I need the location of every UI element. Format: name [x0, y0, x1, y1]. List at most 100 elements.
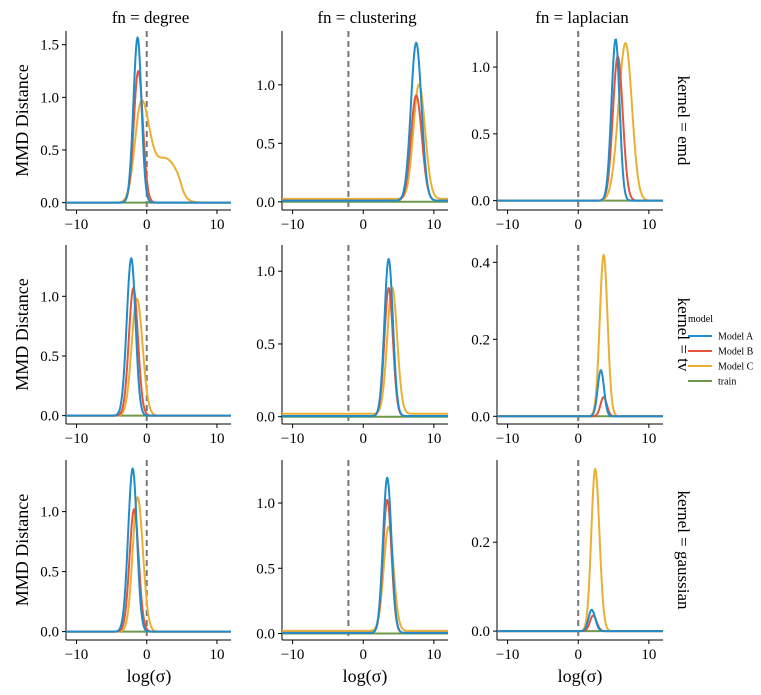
series-line-model-b: [281, 287, 449, 417]
x-tick-label: −10: [496, 431, 519, 447]
x-tick-label: −10: [496, 217, 519, 233]
y-axis-label: MMD Distance: [12, 64, 32, 176]
series-line-model-c: [496, 467, 664, 633]
facet-panel: 0.0 0.5 1.0 −10 0 10: [256, 460, 449, 663]
legend-title: model: [688, 314, 713, 325]
series-line-model-c: [496, 253, 664, 418]
series-line-model-c: [65, 297, 232, 417]
x-tick-label: 10: [641, 431, 656, 447]
x-tick-label: 10: [641, 217, 656, 233]
x-tick-label: 0: [143, 647, 151, 663]
y-tick-label: 0.5: [256, 561, 275, 577]
facet-panel: 0.0 0.5 1.0 −10 0 10: [256, 31, 449, 233]
y-tick-label: 1.0: [256, 496, 275, 512]
legend-entry-label: train: [718, 377, 736, 388]
series-line-model-b: [496, 396, 664, 418]
y-tick-label: 0.0: [256, 410, 275, 426]
x-tick-label: −10: [281, 647, 304, 663]
series-line-model-a: [281, 257, 449, 417]
x-tick-label: −10: [281, 431, 304, 447]
x-tick-label: 10: [209, 217, 224, 233]
row-strip-label: kernel = gaussian: [674, 490, 693, 610]
y-tick-label: 0.5: [40, 565, 59, 581]
row-strip-label: kernel = emd: [674, 76, 693, 166]
x-tick-label: 0: [359, 217, 367, 233]
y-tick-label: 1.5: [40, 38, 59, 54]
series-line-model-a: [65, 467, 232, 633]
y-tick-label: 0.4: [471, 255, 490, 271]
series-line-model-c: [496, 42, 664, 202]
facet-panel: 0.0 0.2 0.4 −10 0 10: [471, 245, 664, 447]
x-tick-label: 0: [359, 431, 367, 447]
x-tick-label: 10: [209, 431, 224, 447]
x-tick-label: −10: [281, 217, 304, 233]
facet-panel: 0.0 0.5 1.0 1.5 −10 0 10: [40, 31, 232, 233]
series-line-model-b: [496, 614, 664, 633]
col-strip-label: fn = laplacian: [535, 8, 629, 27]
x-axis-label: log(σ): [127, 666, 172, 687]
x-tick-label: 0: [574, 647, 582, 663]
y-tick-label: 0.2: [471, 535, 490, 551]
x-tick-label: −10: [65, 217, 88, 233]
x-tick-label: −10: [65, 431, 88, 447]
x-tick-label: −10: [65, 647, 88, 663]
y-tick-label: 1.0: [256, 78, 275, 94]
x-tick-label: 0: [359, 647, 367, 663]
x-tick-label: 0: [574, 217, 582, 233]
y-tick-label: 0.5: [256, 337, 275, 353]
series-line-model-a: [496, 608, 664, 633]
y-tick-label: 0.0: [471, 624, 490, 640]
y-tick-label: 0.2: [471, 332, 490, 348]
x-tick-label: 10: [426, 431, 441, 447]
x-tick-label: −10: [496, 647, 519, 663]
x-tick-label: 0: [143, 217, 151, 233]
facet-strips: fn = degree fn = clustering fn = laplacian…: [12, 8, 693, 610]
series-line-model-a: [496, 38, 664, 202]
legend: model Model A Model B Model C train: [688, 314, 754, 388]
y-axis-label: MMD Distance: [12, 278, 32, 390]
facet-panel: 0.0 0.2 −10 0 10: [471, 460, 664, 663]
series-line-model-c: [65, 496, 232, 633]
series-line-model-a: [496, 369, 664, 418]
series-line-model-b: [281, 498, 449, 634]
x-axis-label: log(σ): [558, 666, 603, 687]
y-tick-label: 1.0: [40, 90, 59, 106]
x-axis-label: log(σ): [343, 666, 388, 687]
y-tick-label: 0.5: [471, 127, 490, 143]
series-line-model-b: [65, 70, 232, 204]
series-line-model-a: [65, 36, 232, 204]
y-tick-label: 0.0: [40, 196, 59, 212]
y-axis-label: MMD Distance: [12, 494, 32, 606]
y-tick-label: 1.0: [40, 289, 59, 305]
col-strip-label: fn = degree: [112, 8, 190, 27]
x-tick-label: 10: [426, 647, 441, 663]
series-line-model-a: [281, 41, 449, 202]
facet-panel: 0.0 0.5 1.0 −10 0 10: [256, 245, 449, 447]
x-tick-label: 10: [209, 647, 224, 663]
y-tick-label: 1.0: [471, 60, 490, 76]
y-tick-label: 0.5: [40, 349, 59, 365]
y-tick-label: 1.0: [256, 264, 275, 280]
y-tick-label: 0.0: [256, 626, 275, 642]
legend-entry-label: Model C: [718, 362, 754, 373]
x-tick-label: 0: [143, 431, 151, 447]
row-strip-label: kernel = tv: [674, 298, 693, 372]
series-line-model-a: [65, 257, 232, 417]
y-tick-label: 0.0: [256, 195, 275, 211]
y-tick-label: 1.0: [40, 505, 59, 521]
facet-panel: 0.0 0.5 1.0 −10 0 10: [40, 460, 232, 663]
series-line-model-c: [281, 286, 449, 415]
y-tick-label: 0.0: [40, 625, 59, 641]
series-line-model-a: [281, 476, 449, 634]
col-strip-label: fn = clustering: [317, 8, 417, 27]
x-tick-label: 10: [641, 647, 656, 663]
y-tick-label: 0.0: [40, 409, 59, 425]
y-tick-label: 0.5: [256, 136, 275, 152]
facet-panel: 0.0 0.5 1.0 −10 0 10: [40, 245, 232, 447]
x-tick-label: 0: [574, 431, 582, 447]
series-line-model-c: [281, 525, 449, 632]
y-tick-label: 0.0: [471, 409, 490, 425]
x-tick-label: 10: [426, 217, 441, 233]
legend-entry-label: Model B: [718, 347, 754, 358]
